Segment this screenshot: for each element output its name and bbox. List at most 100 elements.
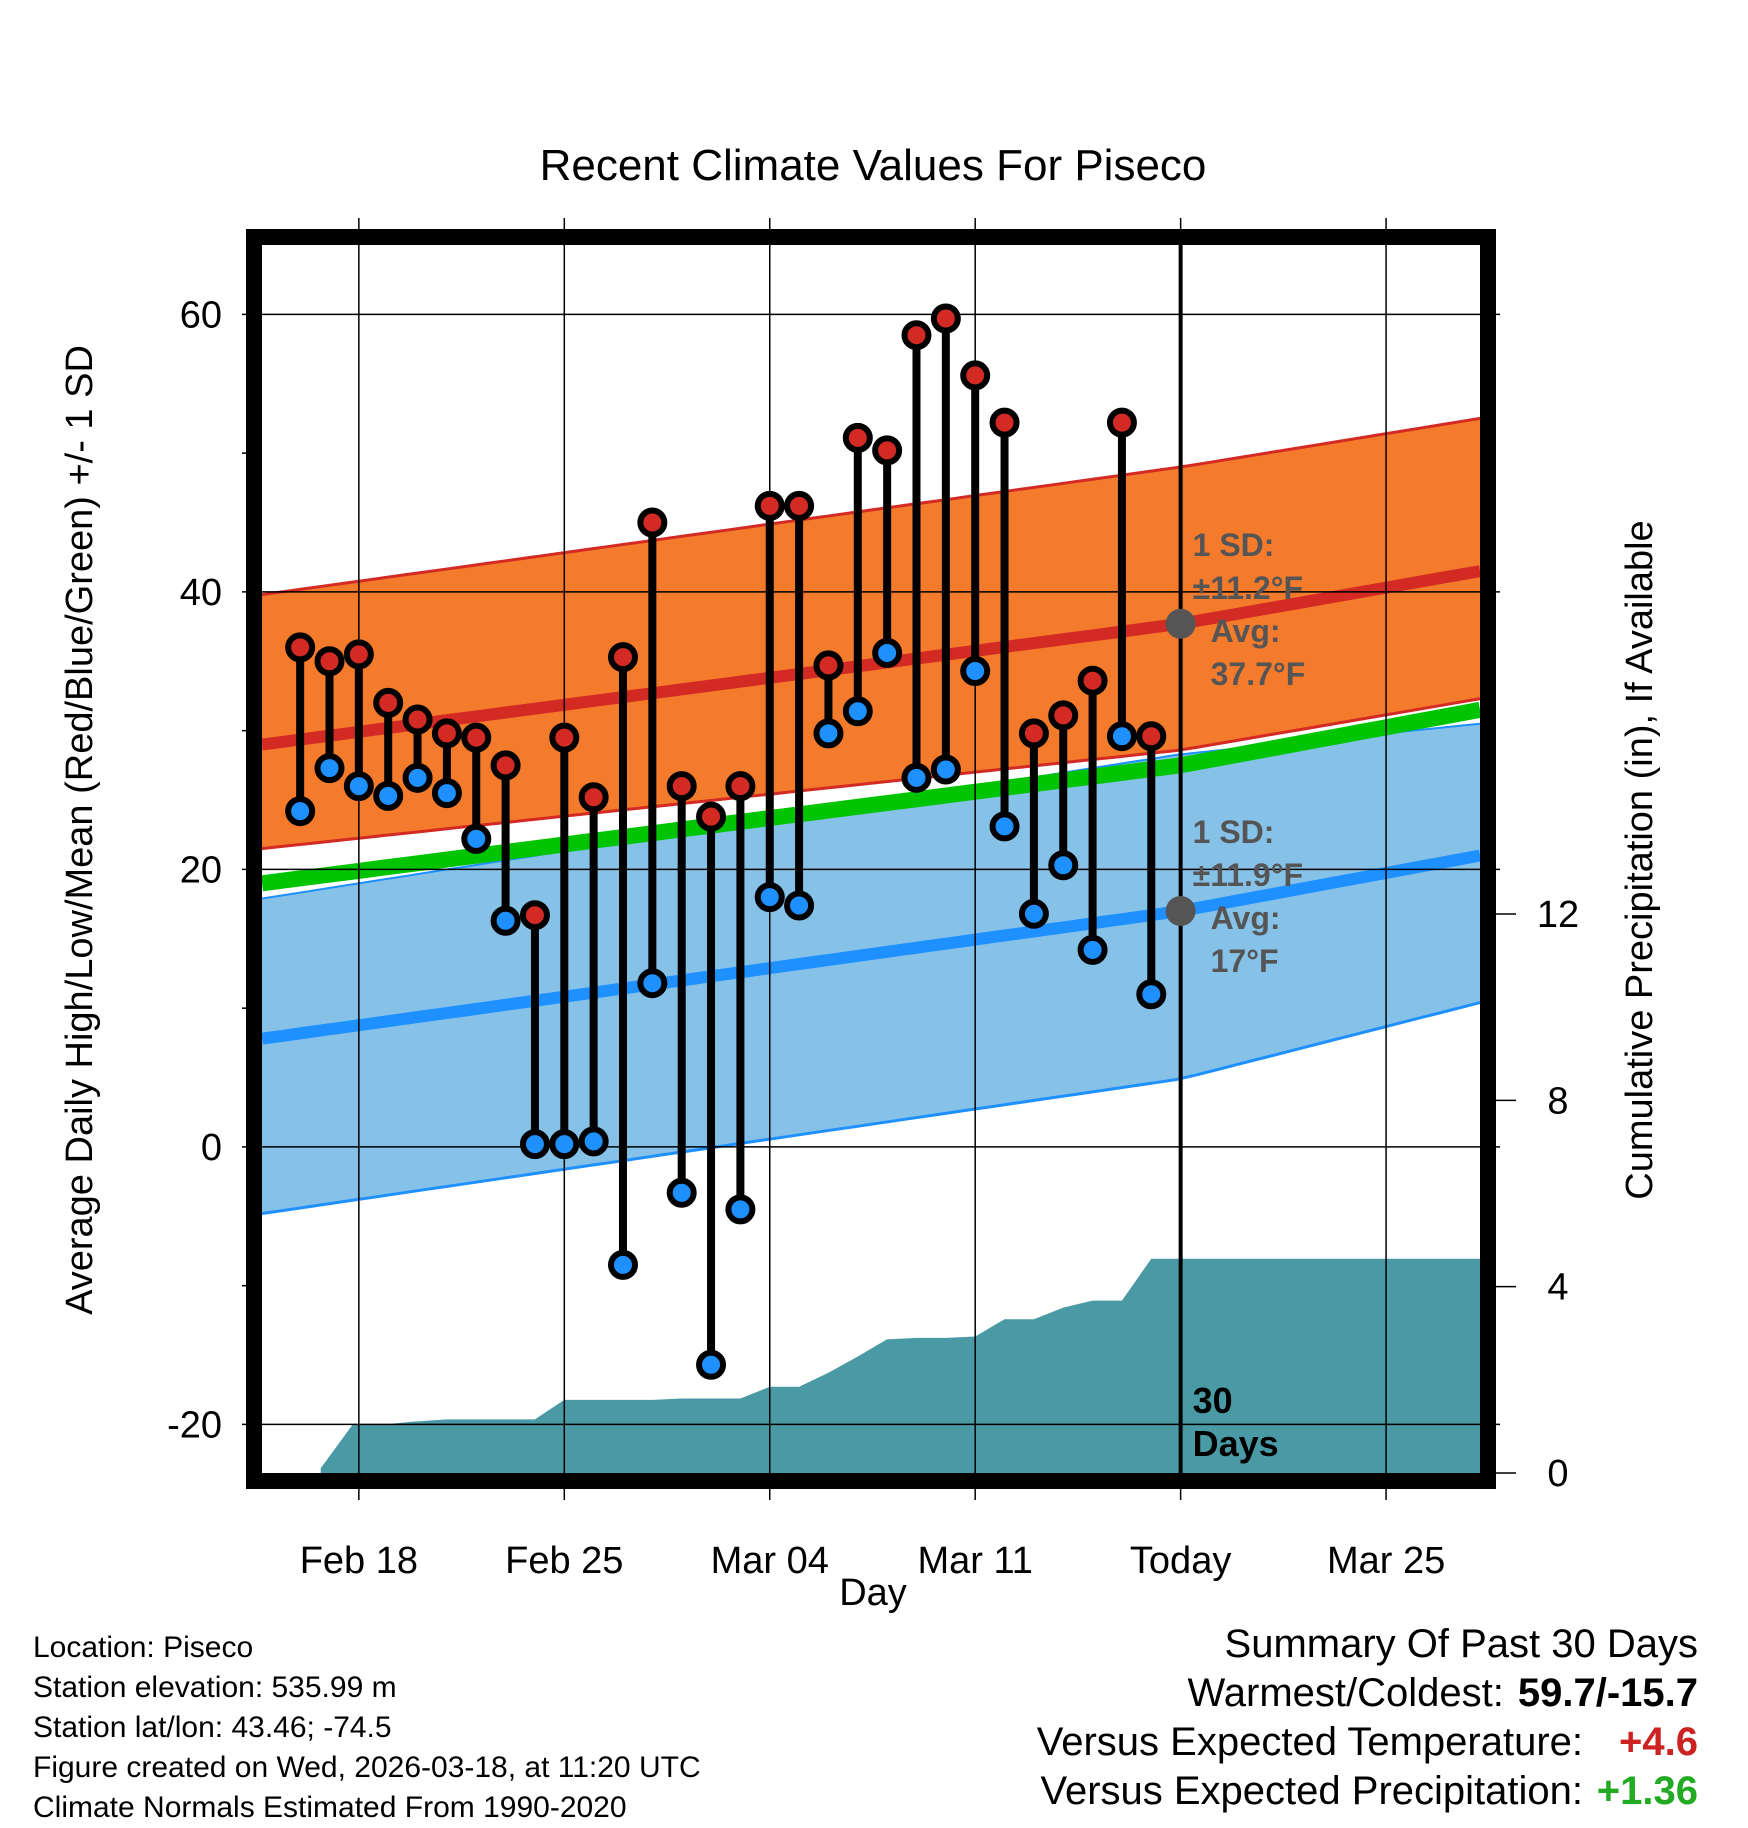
- chart-title: Recent Climate Values For Piseco: [540, 141, 1207, 190]
- x-tick-label: Mar 04: [711, 1540, 829, 1582]
- low-dot: [784, 890, 815, 921]
- low-dot: [607, 1249, 638, 1280]
- high-dot: [813, 650, 844, 681]
- summary-precip-row: Versus Expected Precipitation: +1.36: [1037, 1767, 1698, 1816]
- normals-text: Climate Normals Estimated From 1990-2020: [33, 1791, 627, 1824]
- high-dot: [549, 722, 580, 753]
- low-dot: [725, 1194, 756, 1225]
- high-dot: [696, 801, 727, 832]
- precip-area: [320, 1258, 1480, 1473]
- high-dot: [930, 303, 961, 334]
- low-dot: [813, 718, 844, 749]
- station-info: Location: Piseco Station elevation: 535.…: [33, 1628, 701, 1828]
- plot-frame: [246, 229, 1496, 1489]
- low-dot: [461, 823, 492, 854]
- low-dot: [930, 754, 961, 785]
- high-dot: [578, 782, 609, 813]
- low-dot: [285, 796, 316, 827]
- high-dot: [754, 490, 785, 521]
- y-tick-label: 20: [180, 849, 222, 891]
- high-normal-line: [262, 565, 1480, 751]
- normal-annotation: 37.7°F: [1211, 656, 1306, 692]
- low-dot: [578, 1126, 609, 1157]
- x-tick-label: Mar 11: [917, 1540, 1032, 1582]
- high-dot: [314, 646, 345, 677]
- normal-annotation: 1 SD:: [1193, 814, 1275, 850]
- x-tick-label: Feb 25: [505, 1540, 623, 1582]
- y2-tick-label: 12: [1537, 894, 1579, 936]
- high-dot: [343, 639, 374, 670]
- high-dot: [490, 750, 521, 781]
- low-dot: [1077, 934, 1108, 965]
- low-dot: [1136, 979, 1167, 1010]
- low-dot: [989, 811, 1020, 842]
- high-dot: [872, 435, 903, 466]
- low-dot: [960, 655, 991, 686]
- high-normal-marker: [1165, 608, 1196, 639]
- high-dot: [1018, 718, 1049, 749]
- y2-tick-label: 0: [1547, 1453, 1568, 1495]
- high-dot: [1106, 407, 1137, 438]
- low-dot: [872, 637, 903, 668]
- high-dot: [637, 507, 668, 538]
- high-dot: [519, 900, 550, 931]
- low-dot: [343, 771, 374, 802]
- normal-annotation: Avg:: [1211, 900, 1281, 936]
- high-lower-line: [262, 697, 1480, 851]
- temp-anomaly-value: +4.6: [1619, 1720, 1698, 1764]
- low-dot: [1048, 850, 1079, 881]
- y-tick-label: -20: [167, 1404, 222, 1446]
- temp-anomaly-label: Versus Expected Temperature:: [1036, 1720, 1583, 1764]
- elevation-text: Station elevation: 535.99 m: [33, 1671, 397, 1704]
- latlon-text: Station lat/lon: 43.46; -74.5: [33, 1711, 392, 1744]
- high-dot: [1077, 665, 1108, 696]
- high-dot: [461, 722, 492, 753]
- low-dot: [549, 1129, 580, 1160]
- precip-anomaly-label: Versus Expected Precipitation:: [1040, 1769, 1583, 1813]
- x-tick-label: Mar 25: [1327, 1540, 1445, 1582]
- low-dot: [519, 1129, 550, 1160]
- normal-annotation: 1 SD:: [1193, 527, 1275, 563]
- low-dot: [1106, 721, 1137, 752]
- low-dot: [1018, 898, 1049, 929]
- y-axis-label: Average Daily High/Low/Mean (Red/Blue/Gr…: [59, 345, 101, 1315]
- summary-panel: Summary Of Past 30 Days Warmest/Coldest:…: [1037, 1620, 1698, 1816]
- low-dot: [402, 762, 433, 793]
- location-text: Location: Piseco: [33, 1631, 254, 1664]
- low-dot: [637, 968, 668, 999]
- high-dot: [725, 771, 756, 802]
- x-tick-label: Feb 18: [300, 1540, 418, 1582]
- normal-annotation: ±11.9°F: [1193, 857, 1303, 893]
- y2-tick-label: 4: [1547, 1267, 1568, 1309]
- normal-annotation: Avg:: [1211, 613, 1281, 649]
- x-tick-label: Today: [1130, 1540, 1231, 1582]
- high-dot: [960, 360, 991, 391]
- high-dot: [1048, 700, 1079, 731]
- summary-warmest-row: Warmest/Coldest: 59.7/-15.7: [1037, 1669, 1698, 1718]
- low-dot: [754, 882, 785, 913]
- low-dot: [901, 762, 932, 793]
- normal-annotation: 17°F: [1211, 943, 1279, 979]
- high-dot: [373, 687, 404, 718]
- warmest-label: Warmest/Coldest:: [1187, 1671, 1504, 1715]
- low-lower-line: [262, 1001, 1480, 1215]
- high-dot: [666, 771, 697, 802]
- high-dot: [402, 704, 433, 735]
- low-normal-marker: [1165, 896, 1196, 927]
- high-dot: [285, 632, 316, 663]
- low-dot: [431, 778, 462, 809]
- high-dot: [989, 407, 1020, 438]
- y2-axis-label: Cumulative Precipitation (in), If Availa…: [1619, 520, 1661, 1199]
- precip-anomaly-value: +1.36: [1596, 1769, 1698, 1813]
- y-tick-label: 40: [180, 572, 222, 614]
- low-dot: [490, 905, 521, 936]
- y2-tick-label: 8: [1547, 1080, 1568, 1122]
- low-dot: [666, 1177, 697, 1208]
- low-normal-line: [262, 849, 1480, 1045]
- high-dot: [431, 718, 462, 749]
- high-dot: [842, 422, 873, 453]
- low-dot: [314, 753, 345, 784]
- summary-heading: Summary Of Past 30 Days: [1224, 1622, 1698, 1666]
- created-text: Figure created on Wed, 2026-03-18, at 11…: [33, 1751, 701, 1784]
- high-upper-line: [262, 416, 1480, 597]
